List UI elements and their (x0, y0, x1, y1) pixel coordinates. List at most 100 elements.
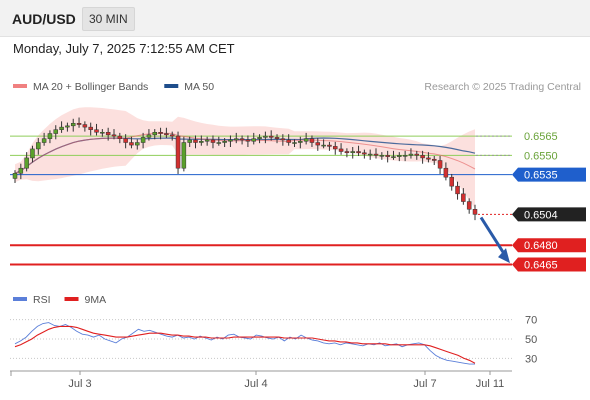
candle-body (362, 152, 367, 155)
candle-body (181, 142, 187, 169)
candle-body (431, 158, 437, 161)
candle-body (30, 148, 35, 159)
candle-body (379, 155, 385, 157)
level-tag-0-6504 (512, 207, 586, 222)
forecast-arrow-shaft (479, 216, 507, 256)
candle-body (53, 129, 59, 134)
legend-swatch-0 (13, 84, 27, 88)
candle-body (193, 139, 198, 143)
candle-body (65, 125, 70, 128)
candle-body (309, 138, 315, 143)
candle-body (303, 138, 309, 142)
candle-body (94, 129, 99, 133)
candle-body (82, 124, 88, 128)
chart-header: AUD/USD 30 MIN (0, 0, 590, 37)
candle-body (100, 132, 105, 134)
bollinger-band (15, 107, 475, 209)
ma20-line (14, 132, 476, 174)
candle-body (338, 148, 344, 152)
candle-body (239, 138, 245, 141)
candle-body (391, 156, 396, 158)
timeframe-button[interactable]: 30 MIN (82, 7, 135, 31)
candle-body (59, 126, 64, 130)
level-label-0-6465: 0.6465 (524, 259, 558, 271)
x-tick-label: Jul 4 (244, 378, 267, 390)
candle-body (402, 155, 408, 157)
candle-body (47, 133, 53, 139)
candle-body (466, 201, 472, 210)
candle-body (245, 139, 251, 142)
candle-body (274, 137, 280, 139)
x-tick-label: Jul 7 (413, 378, 436, 390)
forecast-arrow-head (498, 248, 510, 264)
candle-body (397, 155, 402, 157)
candle-body (251, 138, 256, 142)
candle-body (414, 153, 420, 156)
candle-body (199, 140, 204, 143)
legend-label-1: MA 50 (184, 81, 214, 93)
rsi-legend-label-1: 9MA (85, 294, 107, 306)
candle-body (146, 134, 152, 138)
rsi-legend-label-0: RSI (33, 294, 51, 306)
candle-body (158, 132, 163, 134)
candle-body (455, 185, 460, 195)
candle-body (333, 146, 338, 150)
candle-body (420, 155, 425, 159)
rsi-legend-swatch-1 (64, 297, 79, 301)
candle-body (263, 135, 268, 138)
candle-body (88, 126, 93, 130)
candle-body (443, 167, 449, 178)
credit-text: Research © 2025 Trading Central (424, 81, 581, 93)
candle-body (70, 123, 76, 127)
level-tag-0-6465 (512, 257, 586, 272)
candle-body (164, 133, 169, 136)
candle-body (210, 139, 216, 143)
level-label-0-6535: 0.6535 (524, 170, 558, 182)
candle-body (350, 151, 355, 154)
candle-body (426, 157, 431, 160)
candle-body (129, 142, 134, 146)
candle-body (204, 139, 210, 142)
level-label-0-6480: 0.6480 (524, 240, 558, 252)
x-tick-label: Jul 3 (68, 378, 91, 390)
rsi-tick-30: 30 (525, 353, 537, 365)
level-label-0-6504: 0.6504 (524, 209, 558, 221)
candle-body (327, 144, 332, 147)
symbol-title: AUD/USD (12, 11, 76, 27)
rsi-series-9ma (14, 325, 476, 364)
candle-body (123, 138, 128, 143)
rsi-tick-70: 70 (525, 315, 537, 327)
candle-body (344, 151, 350, 154)
candle-body (280, 138, 286, 141)
candle-body (175, 135, 181, 169)
candle-body (472, 209, 478, 215)
candle-body (408, 153, 414, 156)
candle-body (36, 142, 41, 150)
candle-body (234, 138, 239, 141)
x-tick-label: Jul 11 (476, 378, 505, 390)
candle-body (449, 176, 454, 187)
candle-body (356, 151, 361, 154)
level-tag-0-6535 (512, 167, 586, 182)
candle-body (315, 142, 321, 146)
candle-body (41, 138, 47, 143)
candle-body (367, 153, 373, 156)
candle-body (12, 173, 18, 179)
timestamp: Monday, July 7, 2025 7:12:55 AM CET (13, 41, 235, 56)
candle-body (298, 140, 303, 143)
candle-body (105, 132, 111, 136)
legend-label-0: MA 20 + Bollinger Bands (33, 81, 148, 93)
candle-body (135, 142, 140, 146)
candle-body (169, 134, 175, 137)
level-tag-0-6480 (512, 238, 586, 253)
candle-body (268, 135, 274, 138)
legend-swatch-1 (164, 84, 179, 88)
rsi-tick-50: 50 (525, 334, 537, 346)
candle-body (216, 142, 222, 144)
candle-body (152, 132, 157, 136)
candle-body (257, 137, 262, 139)
candle-body (111, 134, 117, 137)
rsi-legend-swatch-0 (13, 297, 27, 301)
candle-body (373, 153, 379, 156)
